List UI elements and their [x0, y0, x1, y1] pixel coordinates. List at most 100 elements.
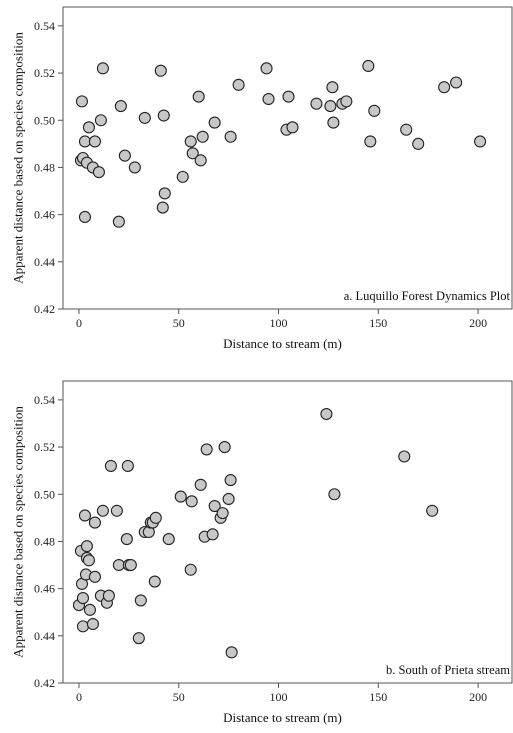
data-point [138, 111, 151, 124]
x-tick-label: 200 [469, 690, 487, 704]
data-point [102, 589, 115, 602]
y-tick-label: 0.48 [34, 534, 55, 548]
data-point [82, 554, 95, 567]
data-point [86, 617, 99, 631]
data-point [121, 459, 134, 472]
data-points [74, 59, 487, 228]
data-point [78, 135, 92, 148]
data-point [326, 81, 339, 94]
data-point [208, 116, 221, 129]
data-point [216, 507, 229, 520]
y-tick-label: 0.50 [34, 113, 55, 127]
data-point [157, 109, 170, 122]
data-point [112, 558, 125, 572]
data-point [156, 201, 169, 214]
y-tick-label: 0.44 [34, 255, 55, 269]
data-point [110, 504, 123, 517]
data-point [450, 76, 463, 89]
panel-annotation: b. South of Prieta stream [386, 663, 510, 677]
x-tick-label: 100 [270, 690, 288, 704]
data-point [474, 135, 487, 148]
data-point [368, 104, 381, 117]
panel-b: 0.42 0.44 0.46 0.48 0.50 0.52 0.54 0 50 100 150 20… [11, 380, 513, 725]
data-point [196, 130, 209, 143]
data-point [426, 504, 439, 517]
x-axis-label: Distance to stream (m) [223, 710, 342, 725]
x-axis-label: Distance to stream (m) [223, 336, 342, 351]
data-point [224, 474, 237, 487]
data-point [96, 504, 109, 517]
y-axis: 0.42 0.44 0.46 0.48 0.50 0.52 0.54 [34, 393, 63, 690]
data-point [327, 116, 340, 129]
data-point [88, 135, 101, 148]
data-point [400, 123, 413, 136]
data-point [128, 161, 141, 174]
data-point [320, 407, 333, 421]
data-point [124, 558, 137, 572]
data-point [200, 443, 213, 456]
plot-frame [62, 6, 513, 310]
data-point [120, 533, 133, 546]
data-point [194, 478, 207, 491]
x-tick-label: 50 [173, 316, 185, 330]
data-point [76, 592, 90, 605]
panel-a: 0.42 0.44 0.46 0.48 0.50 0.52 0.54 0 50 100 150 20… [11, 6, 513, 351]
data-point [154, 64, 167, 77]
y-tick-label: 0.48 [34, 160, 55, 174]
data-point [112, 215, 125, 228]
x-axis: 0 50 100 150 200 [76, 683, 487, 704]
y-tick-label: 0.42 [34, 302, 55, 316]
data-point [76, 620, 90, 633]
x-tick-label: 150 [369, 690, 387, 704]
y-axis: 0.42 0.44 0.46 0.48 0.50 0.52 0.54 [34, 19, 63, 316]
data-point [96, 62, 109, 75]
data-point [83, 603, 96, 616]
x-tick-label: 0 [76, 690, 82, 704]
data-point [184, 135, 197, 148]
x-tick-label: 100 [270, 316, 288, 330]
data-point [174, 490, 187, 503]
y-tick-label: 0.54 [34, 19, 55, 33]
data-point [162, 533, 175, 546]
x-tick-label: 50 [173, 690, 185, 704]
data-point [118, 149, 131, 162]
data-point [158, 187, 171, 200]
data-point [78, 210, 92, 224]
y-tick-label: 0.52 [34, 440, 55, 454]
data-point [176, 170, 189, 183]
y-tick-label: 0.44 [34, 629, 55, 643]
data-point [324, 100, 337, 113]
data-point [80, 540, 93, 553]
data-point [82, 121, 95, 134]
data-point [310, 97, 323, 110]
data-point [134, 594, 147, 607]
data-point [88, 516, 101, 529]
data-point [260, 62, 273, 75]
data-point [328, 488, 341, 501]
data-point [222, 492, 235, 506]
data-point [282, 90, 295, 103]
y-tick-label: 0.46 [34, 582, 55, 596]
data-point [362, 59, 375, 73]
data-point [78, 509, 92, 522]
data-point [148, 575, 161, 588]
data-point [262, 92, 275, 106]
y-axis-label: Apparent distance based on species compo… [11, 406, 26, 658]
data-point [192, 90, 205, 103]
data-point [286, 121, 299, 134]
data-point [224, 130, 237, 143]
x-tick-label: 150 [369, 316, 387, 330]
panel-annotation: a. Luquillo Forest Dynamics Plot [344, 289, 511, 303]
data-point [438, 81, 451, 94]
data-point [186, 147, 199, 160]
data-point [185, 495, 198, 508]
y-tick-label: 0.42 [34, 676, 55, 690]
data-point [340, 95, 353, 108]
data-point [225, 646, 238, 659]
data-point [206, 528, 219, 541]
data-point [132, 632, 145, 645]
plot-frame [62, 380, 513, 684]
x-tick-label: 200 [469, 316, 487, 330]
y-tick-label: 0.52 [34, 66, 55, 80]
data-point [412, 137, 425, 150]
